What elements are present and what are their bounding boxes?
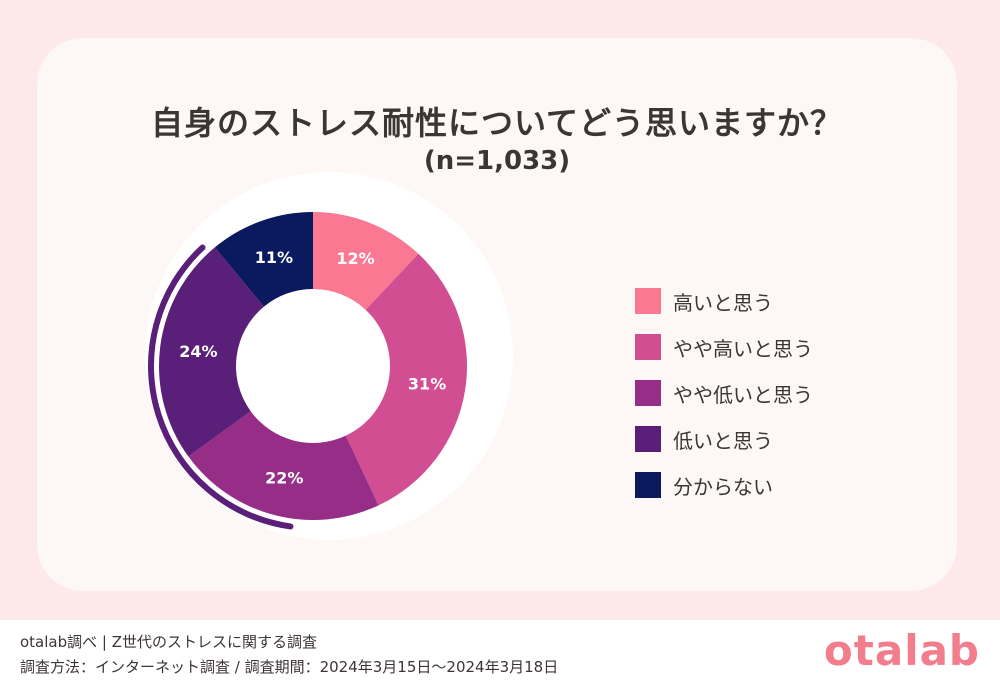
legend-swatch (635, 334, 661, 360)
legend-swatch (635, 426, 661, 452)
legend-swatch (635, 380, 661, 406)
legend-swatch (635, 288, 661, 314)
slice-label: 22% (265, 468, 303, 487)
slice-label: 31% (408, 375, 446, 394)
legend-label: 低いと思う (673, 428, 773, 453)
donut-slice (188, 411, 379, 520)
legend-label: 分からない (673, 474, 773, 499)
slice-label: 11% (255, 248, 293, 267)
donut-slice (313, 212, 419, 310)
donut-slice (345, 253, 468, 506)
donut-slice (158, 247, 264, 457)
donut-chart: 12% 31% 22% 24% 11% (145, 172, 513, 540)
legend-label: やや高いと思う (673, 336, 813, 361)
legend-label: 高いと思う (673, 290, 773, 315)
slice-label: 12% (336, 249, 374, 268)
legend: 高いと思う やや高いと思う やや低いと思う 低いと思う 分からない (635, 288, 813, 518)
legend-item: 分からない (635, 472, 813, 499)
legend-item: やや高いと思う (635, 334, 813, 361)
chart-subtitle: (n=1,033) (423, 146, 571, 176)
chart-card: 自身のストレス耐性についてどう思いますか？ (n=1,033) 12% 31% 22… (37, 38, 957, 591)
legend-item: やや低いと思う (635, 380, 813, 407)
chart-title: 自身のストレス耐性についてどう思いますか？ (150, 104, 844, 142)
legend-item: 高いと思う (635, 288, 813, 315)
source-note: otalab調べ | Z世代のストレスに関する調査 (20, 633, 317, 651)
legend-item: 低いと思う (635, 426, 813, 453)
slice-label: 24% (179, 342, 217, 361)
legend-label: やや低いと思う (673, 382, 813, 407)
donut-slice (214, 212, 313, 307)
legend-swatch (635, 472, 661, 498)
footer: otalab調べ | Z世代のストレスに関する調査 調査方法：インターネット調査… (0, 620, 1000, 682)
accent-arc (148, 244, 294, 530)
brand-logo: otalab (823, 626, 980, 675)
method-note: 調査方法：インターネット調査 / 調査期間：2024年3月15日〜2024年3月… (20, 658, 559, 676)
